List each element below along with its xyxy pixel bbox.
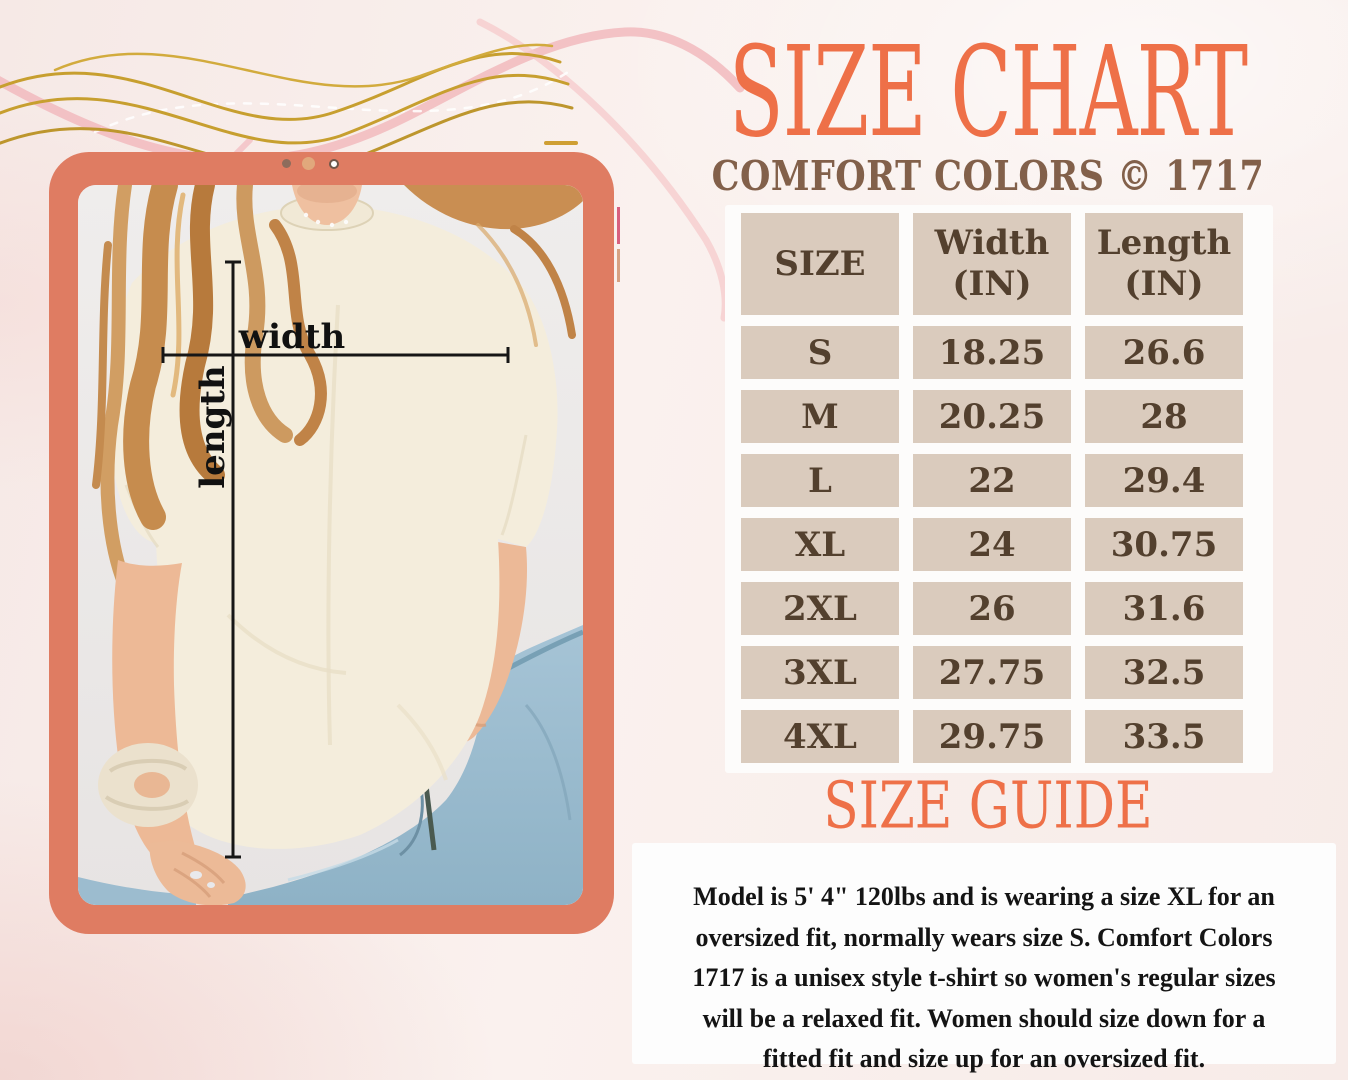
table-cell: 31.6 xyxy=(1085,582,1243,635)
size-guide-line: 1717 is a unisex style t-shirt so women'… xyxy=(692,963,1276,992)
size-guide-line: will be a relaxed fit. Women should size… xyxy=(702,1003,1266,1033)
tablet-camera-lens-icon xyxy=(329,159,339,169)
tablet-camera-dot-icon xyxy=(282,159,291,168)
page-title: SIZE CHART xyxy=(728,20,1248,165)
size-guide-line: fitted fit and size up for an oversized … xyxy=(762,1044,1206,1073)
table-cell: S xyxy=(741,326,899,379)
table-cell: 32.5 xyxy=(1085,646,1243,699)
table-cell: 24 xyxy=(913,518,1071,571)
model-photo: width length xyxy=(78,185,583,905)
table-cell: XL xyxy=(741,518,899,571)
size-guide-line: Model is 5' 4" 120lbs and is wearing a s… xyxy=(693,882,1275,911)
table-cell: 20.25 xyxy=(913,390,1071,443)
table-cell: 18.25 xyxy=(913,326,1071,379)
table-cell: 29.75 xyxy=(913,710,1071,763)
size-guide-text-card: Model is 5' 4" 120lbs and is wearing a s… xyxy=(632,843,1336,1073)
table-cell: 26.6 xyxy=(1085,326,1243,379)
column-header-width: Width (IN) xyxy=(913,213,1071,315)
size-table: SIZE Width (IN) Length (IN) S 18.25 26.6 M… xyxy=(725,205,1273,773)
table-cell: 33.5 xyxy=(1085,710,1243,763)
model-neck xyxy=(292,185,362,228)
table-cell: 4XL xyxy=(741,710,899,763)
model-left-arm xyxy=(98,560,246,905)
tablet-volume-line-pink xyxy=(617,207,620,244)
right-panel: SIZE CHART COMFORT COLORS © 1717 SIZE Wi… xyxy=(628,0,1348,1080)
table-cell: 29.4 xyxy=(1085,454,1243,507)
page-subtitle: COMFORT COLORS © 1717 xyxy=(711,152,1265,201)
table-cell: 28 xyxy=(1085,390,1243,443)
tablet-volume-line-tan xyxy=(617,249,620,282)
gold-dash-accent xyxy=(544,141,578,145)
table-cell: 30.75 xyxy=(1085,518,1243,571)
column-header-size: SIZE xyxy=(741,213,899,315)
model-photo-illustration: width length xyxy=(78,185,583,905)
size-guide-heading: SIZE GUIDE xyxy=(823,769,1153,844)
table-cell: 26 xyxy=(913,582,1071,635)
table-cell: M xyxy=(741,390,899,443)
tablet-camera-dot-icon xyxy=(302,157,315,170)
table-cell: 22 xyxy=(913,454,1071,507)
column-header-length: Length (IN) xyxy=(1085,213,1243,315)
table-cell: 3XL xyxy=(741,646,899,699)
length-label: length xyxy=(193,365,233,488)
table-cell: 2XL xyxy=(741,582,899,635)
table-cell: 27.75 xyxy=(913,646,1071,699)
tablet-frame: width length xyxy=(49,152,614,934)
size-guide-line: oversized fit, normally wears size S. Co… xyxy=(695,922,1273,952)
width-label: width xyxy=(238,317,345,357)
table-cell: L xyxy=(741,454,899,507)
